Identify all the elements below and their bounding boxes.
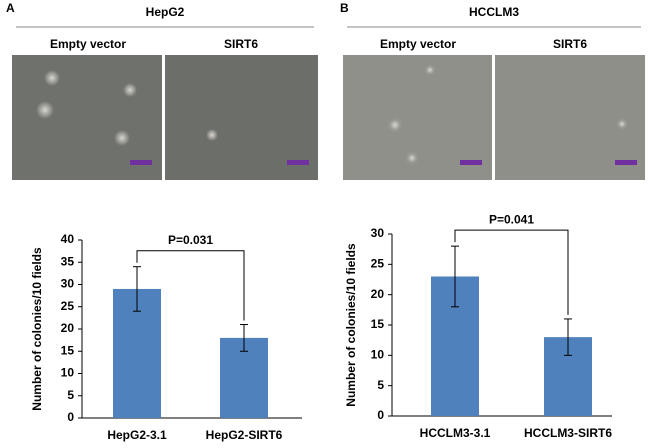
column-label: Empty vector <box>380 37 456 51</box>
y-tick-label: 0 <box>67 410 74 424</box>
micrograph <box>495 55 645 180</box>
panel-a-images <box>12 55 318 180</box>
y-tick-label: 10 <box>61 366 75 380</box>
y-tick-label: 20 <box>371 287 385 301</box>
panel-b-images <box>343 55 645 180</box>
y-tick-label: 10 <box>371 348 385 362</box>
y-tick-label: 5 <box>67 388 74 402</box>
panel-title: HCCLM3 <box>469 5 519 19</box>
column-label: Empty vector <box>50 37 126 51</box>
y-tick-label: 25 <box>371 257 385 271</box>
y-tick-label: 15 <box>61 343 75 357</box>
annotation: P=0.031 <box>168 233 213 247</box>
y-axis-label: Number of colonies/10 fields <box>344 243 358 407</box>
y-tick-label: 30 <box>61 277 75 291</box>
panel-label: A <box>6 1 15 15</box>
y-tick-label: 25 <box>61 299 75 313</box>
x-tick-label: HCCLM3-SIRT6 <box>524 426 612 440</box>
column-label: SIRT6 <box>224 37 258 51</box>
y-tick-label: 30 <box>371 226 385 240</box>
significance-bracket <box>454 229 569 315</box>
y-tick-label: 5 <box>377 378 384 392</box>
x-tick-label: HCCLM3-3.1 <box>420 426 491 440</box>
panel-title: HepG2 <box>146 5 185 19</box>
x-tick-label: HepG2-SIRT6 <box>206 428 283 442</box>
y-tick-label: 15 <box>371 317 385 331</box>
column-label: SIRT6 <box>553 37 587 51</box>
micrograph <box>12 55 162 180</box>
y-tick-label: 35 <box>61 254 75 268</box>
y-tick-label: 0 <box>377 408 384 422</box>
panel-label: B <box>340 1 349 15</box>
y-tick-label: 40 <box>61 232 75 246</box>
y-axis-label: Number of colonies/10 fields <box>30 247 44 411</box>
annotation: P=0.041 <box>489 212 534 226</box>
y-tick-label: 20 <box>61 321 75 335</box>
x-tick-label: HepG2-3.1 <box>107 428 167 442</box>
micrograph <box>165 55 318 180</box>
significance-bracket <box>136 250 245 321</box>
